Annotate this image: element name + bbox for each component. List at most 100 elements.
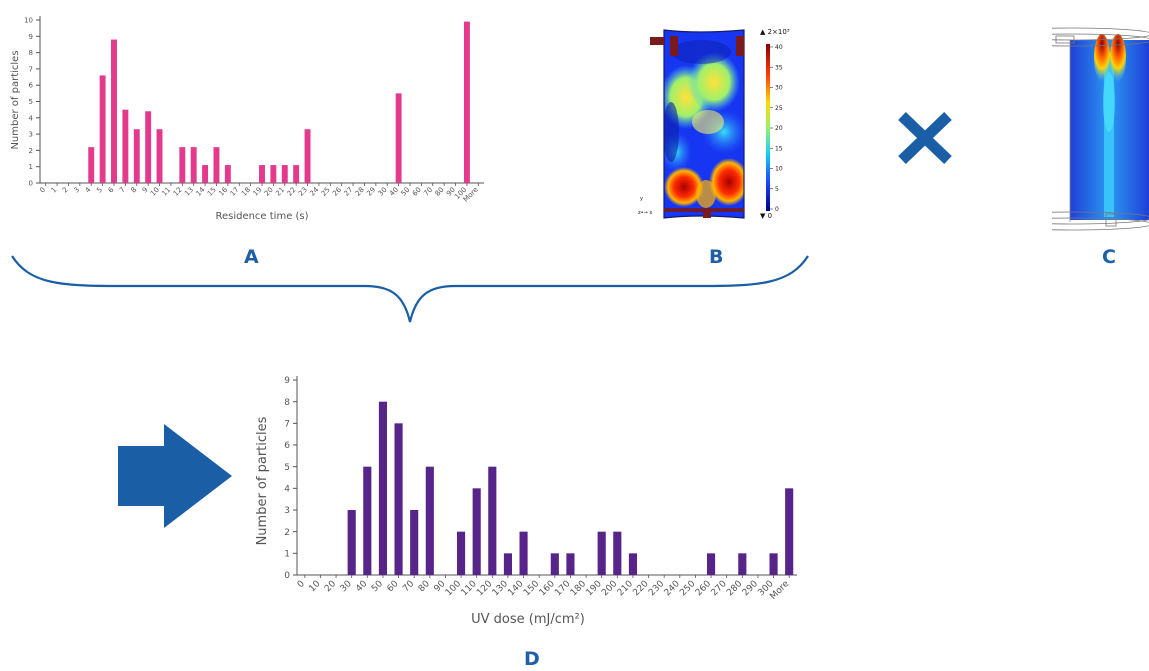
bar [156,129,163,183]
y-tick-label: 3 [284,506,290,516]
y-tick-label: 4 [29,114,34,122]
x-tick-label: 170 [553,579,572,598]
x-tick-label: 30 [339,579,354,594]
multiply-icon [898,112,952,164]
x-tick-label: 240 [663,579,682,598]
x-tick-label: 20 [323,579,338,594]
y-tick-label: 7 [29,65,33,73]
y-tick-label: 8 [29,49,33,57]
x-tick-label: 25 [320,186,332,198]
y-tick-label: 6 [29,82,34,90]
bar [111,39,117,184]
x-tick-label: 17 [229,186,241,198]
bar [190,147,197,183]
x-tick-label: 27 [343,186,355,198]
x-tick-label: 18 [240,186,252,198]
bar [550,553,559,575]
bar [566,553,575,575]
x-tick-label: 19 [251,186,263,198]
y-tick-label: 1 [29,163,33,171]
reactor-graphic [991,27,1149,231]
x-tick-label: 280 [725,579,744,598]
bar [503,553,512,575]
y-tick-label: 7 [284,419,290,429]
x-tick-label: 20 [263,186,275,198]
x-tick-label: 13 [183,186,195,198]
bar [394,423,403,575]
right-arrow-icon [118,424,232,528]
x-tick-label: 0 [38,186,47,195]
x-tick-label: 100 [444,579,463,598]
scale-tick-label: 40 [775,44,783,51]
bar [769,553,778,575]
panel-label-a: A [244,246,259,268]
outlet-port [703,210,711,218]
y-tick-label: 9 [29,33,33,41]
x-tick-label: 230 [647,579,666,598]
x-tick-label: 80 [434,186,446,198]
axis-y-label: y [640,196,643,202]
scale-tick-label: 5 [775,186,779,193]
x-tick-label: 24 [308,185,320,197]
scale-header: ▲ 2×10³ [760,28,790,36]
x-tick-label: 70 [422,186,434,198]
y-tick-label: 5 [284,463,290,473]
bar [202,165,209,183]
bar [293,165,300,183]
bar [145,111,152,183]
reactor-particle-tracing [991,22,1149,234]
x-tick-label: 5 [95,186,104,195]
x-tick-label: 290 [741,579,760,598]
bar [179,147,186,183]
x-tick-label: 21 [274,186,286,198]
x-tick-label: 16 [217,185,229,197]
y-axis-label: Number of particles [255,416,270,545]
panel-label-c: C [1102,246,1116,268]
scale-tick-label: 20 [775,125,783,132]
y-axis-label: Number of particles [10,50,21,149]
x-tick-label: 8 [129,186,138,195]
x-tick-label: 10 [149,186,161,198]
x-tick-label: 7 [118,186,127,195]
x-tick-label: 30 [377,186,389,198]
scale-tick-label: 0 [775,206,779,213]
x-tick-label: 110 [460,579,479,598]
bar [457,531,466,575]
bar [463,21,470,183]
bar [224,165,231,183]
velocity-contour-plot: ▲ 2×10³ ▼ 0 40 35 30 25 20 15 10 5 0 y z•→ x [636,22,811,227]
x-tick-label: 60 [386,579,401,594]
scale-tick-label: 35 [775,64,783,71]
x-tick-label: 180 [569,579,588,598]
x-tick-label: 22 [286,186,298,198]
x-tick-label: 210 [616,579,635,598]
y-tick-label: 6 [284,441,290,451]
x-axis-label: UV dose (mJ/cm²) [471,612,585,627]
x-tick-label: 15 [206,186,218,198]
x-tick-label: 23 [297,186,309,198]
x-tick-label: 3 [72,186,81,195]
bar [395,93,402,183]
inlet-nozzle-right [736,36,744,56]
bar [213,147,220,183]
bar [122,109,129,183]
y-tick-label: 2 [29,147,33,155]
y-tick-label: 5 [29,98,33,106]
x-tick-label: 6 [107,185,116,194]
y-tick-label: 4 [284,484,290,494]
x-tick-label: More [768,579,791,602]
y-tick-label: 0 [284,571,290,581]
bar [628,553,637,575]
scale-tick-label: 15 [775,145,783,152]
bar [707,553,716,575]
x-tick-label: 120 [475,579,494,598]
x-tick-label: 130 [491,579,510,598]
inlet-pipe [650,37,664,45]
scale-footer: ▼ 0 [760,212,772,220]
x-tick-label: 80 [417,579,432,594]
bar [410,510,419,575]
x-tick-label: 90 [445,186,457,198]
y-tick-label: 8 [284,398,290,408]
x-tick-label: 190 [585,579,604,598]
